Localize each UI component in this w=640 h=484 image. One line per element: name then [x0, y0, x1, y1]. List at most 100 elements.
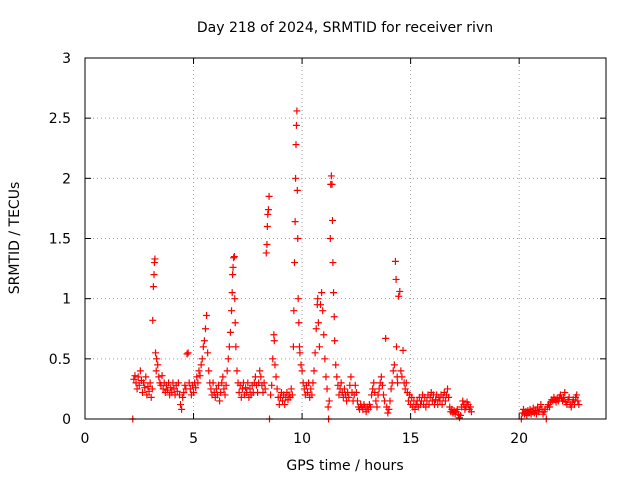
data-points-layer [129, 107, 583, 423]
data-point [228, 289, 236, 297]
data-point [573, 391, 581, 399]
data-point [264, 206, 272, 214]
data-point [428, 397, 436, 405]
data-point [180, 389, 188, 397]
data-point [223, 367, 231, 375]
data-point [146, 379, 154, 387]
data-point [219, 373, 227, 381]
data-point [261, 385, 269, 393]
data-point [377, 373, 385, 381]
y-tick-label: 1 [62, 292, 71, 308]
data-point [147, 393, 155, 401]
data-point [222, 381, 230, 389]
data-point [393, 343, 401, 351]
data-point [330, 289, 338, 297]
data-point [292, 174, 300, 182]
data-point [190, 389, 198, 397]
data-point [231, 319, 239, 327]
data-point [372, 397, 380, 405]
data-point [397, 367, 405, 375]
data-point [181, 381, 189, 389]
data-point [149, 316, 157, 324]
data-point [288, 391, 296, 399]
data-point [307, 385, 315, 393]
data-point [212, 385, 220, 393]
data-point [242, 384, 250, 392]
data-point [379, 391, 387, 399]
data-point [330, 313, 338, 321]
y-tick-label: 2.5 [49, 111, 71, 127]
data-point [565, 393, 573, 401]
data-point [268, 381, 276, 389]
data-point [287, 385, 295, 393]
data-point [309, 379, 317, 387]
data-point [233, 367, 241, 375]
data-point [323, 385, 331, 393]
data-point [353, 397, 361, 405]
data-point [142, 373, 150, 381]
y-tick-label: 2 [62, 171, 71, 187]
data-point [378, 381, 386, 389]
data-point [294, 295, 302, 303]
data-point [325, 397, 333, 405]
data-point [133, 385, 141, 393]
data-point [318, 289, 326, 297]
data-point [290, 307, 298, 315]
data-point [204, 349, 212, 357]
grid-layer [85, 58, 606, 419]
data-point [382, 334, 390, 342]
data-point [314, 295, 322, 303]
y-tick-label: 0 [62, 412, 71, 428]
data-point [297, 361, 305, 369]
data-point [158, 372, 166, 380]
data-point [136, 367, 144, 375]
data-point [152, 349, 160, 357]
data-point [269, 355, 277, 363]
data-point [444, 385, 452, 393]
data-point [390, 361, 398, 369]
data-point [231, 295, 239, 303]
data-point [408, 393, 416, 401]
data-point [199, 343, 207, 351]
data-point [347, 373, 355, 381]
data-point [205, 367, 213, 375]
x-axis-label: GPS time / hours [286, 458, 403, 474]
data-point [194, 379, 202, 387]
data-point [197, 361, 205, 369]
data-point [217, 389, 225, 397]
data-point [263, 241, 271, 249]
data-point [467, 408, 475, 416]
data-point [293, 186, 301, 194]
data-point [196, 372, 204, 380]
data-point [466, 403, 474, 411]
data-point [351, 381, 359, 389]
data-point [228, 307, 236, 315]
data-point [226, 328, 234, 336]
data-point [337, 379, 345, 387]
data-point [315, 343, 323, 351]
data-point [391, 257, 399, 265]
data-point [224, 355, 232, 363]
data-point [174, 379, 182, 387]
data-point [399, 346, 407, 354]
data-point [324, 403, 332, 411]
data-point [179, 393, 187, 401]
data-point [308, 391, 316, 399]
data-point [259, 389, 267, 397]
x-tick-label: 5 [189, 431, 198, 447]
data-point [317, 301, 325, 309]
data-point [559, 397, 567, 405]
data-point [387, 385, 395, 393]
data-point [457, 411, 465, 419]
data-point [238, 385, 246, 393]
data-point [154, 361, 162, 369]
data-point [271, 361, 279, 369]
data-point [232, 343, 240, 351]
data-point [281, 401, 289, 409]
data-point [150, 271, 158, 279]
data-point [192, 384, 200, 392]
data-point [311, 349, 319, 357]
data-point [143, 391, 151, 399]
data-point [198, 355, 206, 363]
